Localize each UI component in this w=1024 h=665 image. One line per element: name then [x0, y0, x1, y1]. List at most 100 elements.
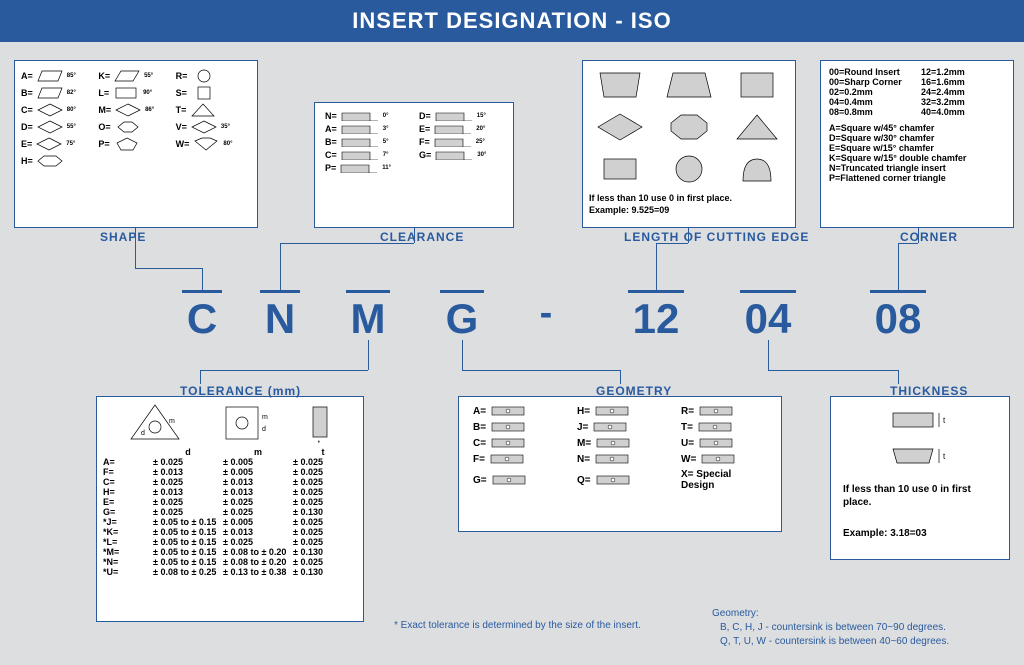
- geometry-item: Q=: [577, 469, 663, 491]
- corner-note: D=Square w/30° chamfer: [829, 133, 1005, 143]
- tolerance-row: *N=± 0.05 to ± 0.15± 0.08 to ± 0.20± 0.0…: [97, 557, 363, 567]
- svg-text:m: m: [262, 414, 268, 421]
- geometry-item: J=: [577, 421, 663, 433]
- loc-shape-icon: [589, 109, 651, 145]
- clearance-item: D=15°: [419, 111, 503, 121]
- tolerance-row: *M=± 0.05 to ± 0.15± 0.08 to ± 0.20± 0.1…: [97, 547, 363, 557]
- clearance-item: A=3°: [325, 124, 409, 134]
- clearance-item: G=30°: [419, 150, 503, 160]
- corner-value: 24=2.4mm: [921, 87, 1005, 97]
- corner-label: CORNER: [900, 230, 958, 244]
- shape-panel: A=85°K=55°R=B=82°L=90°S=C=80°M=86°T=D=55…: [14, 60, 258, 228]
- geometry-item: X= Special Design: [681, 469, 767, 491]
- geometry-item: T=: [681, 421, 767, 433]
- geometry-panel: A=H=R=B=J=T=C=M=U=F=N=W=G=Q=X= Special D…: [458, 396, 782, 532]
- tolerance-row: *L=± 0.05 to ± 0.15± 0.025± 0.025: [97, 537, 363, 547]
- thickness-diagram-icon: t: [885, 407, 955, 435]
- tolerance-row: H=± 0.013± 0.013± 0.025: [97, 487, 363, 497]
- thickness-note-1: If less than 10 use 0 in first place.: [843, 483, 997, 509]
- loc-note-1: If less than 10 use 0 in first place.: [589, 193, 789, 205]
- corner-note: E=Square w/15° chamfer: [829, 143, 1005, 153]
- shape-item: M=86°: [98, 103, 173, 117]
- clearance-item: E=20°: [419, 124, 503, 134]
- geometry-item: U=: [681, 437, 767, 449]
- geometry-item: A=: [473, 405, 559, 417]
- tolerance-row: *J=± 0.05 to ± 0.15± 0.005± 0.025: [97, 517, 363, 527]
- tolerance-row: G=± 0.025± 0.025± 0.130: [97, 507, 363, 517]
- corner-note: P=Flattened corner triangle: [829, 173, 1005, 183]
- corner-panel: 00=Round Insert00=Sharp Corner02=0.2mm04…: [820, 60, 1014, 228]
- code-char-7: 04: [740, 290, 796, 343]
- corner-value: 12=1.2mm: [921, 67, 1005, 77]
- svg-text:d: d: [141, 430, 145, 437]
- svg-text:t: t: [943, 416, 946, 425]
- corner-note: K=Square w/15° double chamfer: [829, 153, 1005, 163]
- loc-shape-icon: [726, 109, 788, 145]
- shape-label: SHAPE: [100, 230, 146, 244]
- footnote-tolerance: * Exact tolerance is determined by the s…: [394, 620, 641, 631]
- code-char-8: 08: [870, 290, 926, 343]
- shape-item: H=: [21, 154, 96, 168]
- corner-value: 04=0.4mm: [829, 97, 913, 107]
- svg-text:t: t: [318, 440, 320, 443]
- clearance-item: F=25°: [419, 137, 503, 147]
- shape-item: W=80°: [176, 137, 251, 151]
- clearance-item: P=11°: [325, 163, 409, 173]
- loc-shape-icon: [658, 109, 720, 145]
- loc-note-2: Example: 9.525=09: [589, 205, 789, 217]
- tolerance-row: E=± 0.025± 0.025± 0.025: [97, 497, 363, 507]
- svg-text:t: t: [943, 452, 946, 461]
- shape-item: P=: [98, 137, 173, 151]
- page-title: INSERT DESIGNATION - ISO: [352, 8, 671, 33]
- shape-item: L=90°: [98, 86, 173, 100]
- clearance-item: C=7°: [325, 150, 409, 160]
- geometry-item: R=: [681, 405, 767, 417]
- code-char-6: 12: [628, 290, 684, 343]
- loc-shape-icon: [658, 151, 720, 187]
- loc-shape-icon: [589, 67, 651, 103]
- code-char-2: N: [260, 290, 300, 343]
- clearance-panel: N=0°D=15°A=3°E=20°B=5°F=25°C=7°G=30°P=11…: [314, 102, 514, 228]
- code-char-5: -: [536, 290, 556, 335]
- corner-note: N=Truncated triangle insert: [829, 163, 1005, 173]
- shape-item: T=: [176, 103, 251, 117]
- corner-value: 32=3.2mm: [921, 97, 1005, 107]
- tolerance-diagram-icon: md: [220, 401, 270, 443]
- tolerance-row: F=± 0.013± 0.005± 0.025: [97, 467, 363, 477]
- footnote-geometry-a: B, C, H, J - countersink is between 70~9…: [720, 622, 946, 633]
- geometry-item: N=: [577, 453, 663, 465]
- geometry-item: G=: [473, 469, 559, 491]
- tolerance-row: C=± 0.025± 0.013± 0.025: [97, 477, 363, 487]
- code-char-3: M: [346, 290, 390, 343]
- footnote-geometry-hdr: Geometry:: [712, 608, 759, 619]
- geometry-label: GEOMETRY: [596, 384, 672, 398]
- loc-shape-icon: [726, 67, 788, 103]
- geometry-item: C=: [473, 437, 559, 449]
- length-cutting-label: LENGTH OF CUTTING EDGE: [624, 230, 809, 244]
- geometry-item: F=: [473, 453, 559, 465]
- geometry-item: W=: [681, 453, 767, 465]
- corner-value: 00=Round Insert: [829, 67, 913, 77]
- geometry-item: M=: [577, 437, 663, 449]
- tolerance-diagram-icon: t: [305, 401, 335, 443]
- shape-item: A=85°: [21, 69, 96, 83]
- thickness-panel: t t If less than 10 use 0 in first place…: [830, 396, 1010, 560]
- shape-item: K=55°: [98, 69, 173, 83]
- loc-shape-icon: [726, 151, 788, 187]
- shape-item: E=75°: [21, 137, 96, 151]
- shape-item: D=55°: [21, 120, 96, 134]
- corner-value: 16=1.6mm: [921, 77, 1005, 87]
- code-char-4: G: [440, 290, 484, 343]
- corner-value: 00=Sharp Corner: [829, 77, 913, 87]
- corner-value: 40=4.0mm: [921, 107, 1005, 117]
- footnote-geometry-b: Q, T, U, W - countersink is between 40~6…: [720, 636, 949, 647]
- shape-item: S=: [176, 86, 251, 100]
- tolerance-row: *K=± 0.05 to ± 0.15± 0.013± 0.025: [97, 527, 363, 537]
- tolerance-diagram-icon: dm: [125, 401, 185, 443]
- tolerance-panel: dm md t dmt A=± 0.025± 0.005± 0.025F=± 0…: [96, 396, 364, 622]
- clearance-item: B=5°: [325, 137, 409, 147]
- thickness-label: THICKNESS: [890, 384, 968, 398]
- shape-item: O=: [98, 120, 173, 134]
- length-cutting-edge-panel: If less than 10 use 0 in first place. Ex…: [582, 60, 796, 228]
- code-char-1: C: [182, 290, 222, 343]
